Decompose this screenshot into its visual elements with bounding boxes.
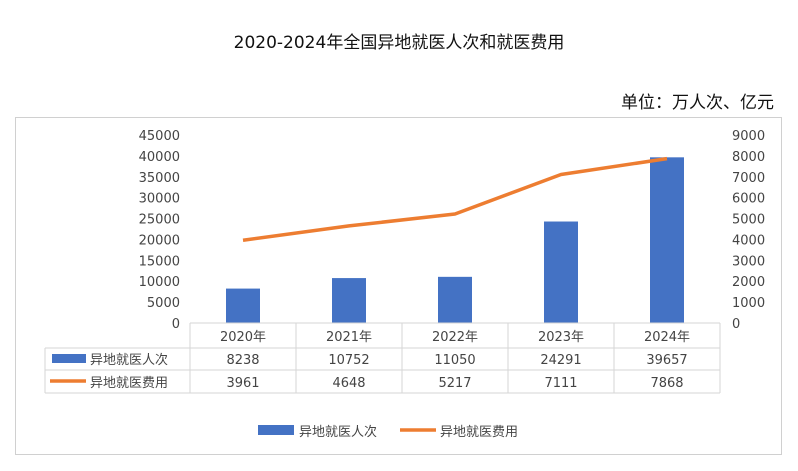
x-tick-label: 2021年 — [326, 330, 372, 345]
table-cell: 3961 — [226, 376, 259, 391]
table-row-label: 异地就医人次 — [90, 352, 168, 368]
line-series — [242, 156, 668, 242]
y-left-tick-label: 45000 — [139, 129, 180, 144]
y-left-tick-label: 20000 — [139, 233, 180, 248]
y-right-tick-label: 0 — [732, 317, 740, 332]
y-right-tick-label: 8000 — [732, 150, 765, 165]
table-cell: 7868 — [650, 376, 683, 391]
x-tick-label: 2022年 — [432, 330, 478, 345]
y-left-tick-label: 15000 — [139, 254, 180, 269]
table-row-label: 异地就医费用 — [90, 376, 168, 391]
x-tick-label: 2024年 — [644, 330, 690, 345]
table-cell: 10752 — [328, 353, 369, 368]
unit-label: 单位：万人次、亿元 — [621, 93, 774, 113]
x-tick-label: 2020年 — [220, 330, 266, 345]
bar — [544, 221, 578, 323]
x-tick-label: 2023年 — [538, 330, 584, 345]
table-cell: 7111 — [544, 376, 577, 391]
y-right-tick-label: 3000 — [732, 254, 765, 269]
bar — [332, 278, 366, 323]
y-left-tick-label: 5000 — [147, 296, 180, 311]
y-left-tick-label: 40000 — [139, 150, 180, 165]
table-cell: 8238 — [226, 353, 259, 368]
y-right-tick-label: 1000 — [732, 296, 765, 311]
table-cell: 5217 — [438, 376, 471, 391]
y-left-tick-label: 10000 — [139, 275, 180, 290]
table-legend-bar-key — [52, 354, 86, 363]
table-cell: 24291 — [540, 353, 581, 368]
y-left-tick-label: 25000 — [139, 213, 180, 228]
y-left-tick-label: 30000 — [139, 192, 180, 207]
y-right-tick-label: 4000 — [732, 233, 765, 248]
legend-label: 异地就医人次 — [299, 424, 377, 440]
table-cell: 39657 — [646, 353, 687, 368]
chart-frame — [15, 117, 782, 455]
bar — [226, 288, 260, 323]
y-right-tick-label: 6000 — [732, 192, 765, 207]
legend-bar-key — [258, 425, 294, 435]
legend-label: 异地就医费用 — [440, 425, 518, 440]
bar — [438, 276, 472, 323]
chart-title: 2020-2024年全国异地就医人次和就医费用 — [233, 33, 565, 53]
bar — [650, 157, 684, 323]
y-right-tick-label: 2000 — [732, 275, 765, 290]
y-right-tick-label: 9000 — [732, 129, 765, 144]
table-cell: 11050 — [434, 353, 475, 368]
y-left-tick-label: 0 — [172, 317, 180, 332]
y-left-tick-label: 35000 — [139, 171, 180, 186]
y-right-tick-label: 7000 — [732, 171, 765, 186]
y-right-tick-label: 5000 — [732, 213, 765, 228]
table-cell: 4648 — [332, 376, 365, 391]
